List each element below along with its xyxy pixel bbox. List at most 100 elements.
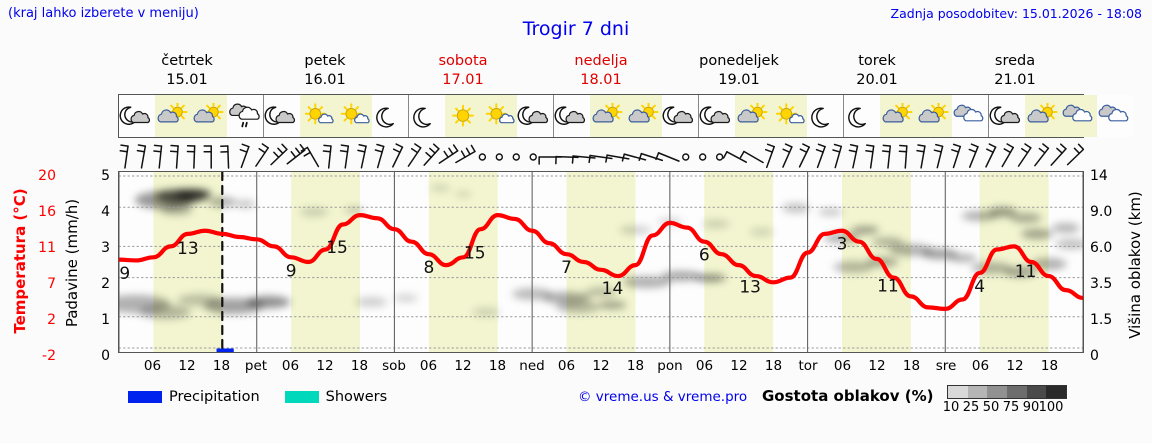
cloud-height-axis-ticks: 14 9.0 6.0 3.5 1.5 0 xyxy=(1090,164,1130,364)
temperature-label-min-5: 8 xyxy=(423,258,434,278)
day-header-7: sreda 21.01 xyxy=(946,52,1084,92)
page-title: Trogir 7 dni xyxy=(522,18,630,40)
time-tick-2: 18 xyxy=(212,358,231,374)
temperature-tick-0: 20 xyxy=(38,168,56,184)
precipitation-tick-5: 0 xyxy=(101,348,110,364)
cloud-density-scale xyxy=(947,385,1067,399)
sun-cloud-icon xyxy=(880,95,916,137)
temperature-label-max-10: 13 xyxy=(739,277,761,297)
legend-item-showers: Showers xyxy=(284,389,388,405)
precipitation-bar xyxy=(216,348,234,352)
temperature-axis-ticks: 20 16 11 7 2 -2 xyxy=(22,164,56,364)
cloud-density-scale-labels: 10 25 50 75 90 100 xyxy=(938,400,1078,418)
cloud-density-label-4: 90 xyxy=(1022,400,1040,415)
day-name: četrtek xyxy=(161,53,213,69)
time-tick-3: pet xyxy=(244,358,268,374)
time-tick-11: ned xyxy=(519,358,545,374)
cloud-density-legend-title: Gostota oblakov (%) xyxy=(762,387,934,405)
day-header-1: četrtek 15.01 xyxy=(118,52,256,92)
time-tick-15: pon xyxy=(657,358,683,374)
time-tick-5: 12 xyxy=(316,358,334,374)
cloud-icon xyxy=(952,95,988,137)
sun-smallcloud-icon xyxy=(771,95,807,137)
location-menu-note: (kraj lahko izberete v meniju) xyxy=(8,6,199,21)
temperature-tick-1: 16 xyxy=(38,204,56,220)
time-tick-21: 12 xyxy=(868,358,886,374)
temperature-label-min-9: 6 xyxy=(699,246,710,266)
time-tick-4: 06 xyxy=(281,358,300,374)
day-header-3: sobota 17.01 xyxy=(394,52,532,92)
sun-cloud-icon xyxy=(626,95,662,137)
time-tick-23: sre xyxy=(935,358,957,374)
cloud-density-step-0 xyxy=(948,386,968,398)
moon-cloud-icon xyxy=(517,95,553,137)
time-tick-19: tor xyxy=(798,358,818,374)
cloud-density-step-2 xyxy=(987,386,1008,398)
cloud-density-field xyxy=(119,185,1083,319)
showers-legend-label: Showers xyxy=(325,389,388,405)
day-date: 20.01 xyxy=(856,72,898,88)
moon-icon xyxy=(844,95,880,137)
temperature-label-min-3: 9 xyxy=(286,261,297,281)
moon-cloud-icon xyxy=(989,95,1025,137)
time-tick-24: 06 xyxy=(971,358,990,374)
cloud-height-tick-1: 9.0 xyxy=(1090,204,1113,220)
temperature-tick-5: -2 xyxy=(42,348,56,364)
cloud-height-tick-2: 6.0 xyxy=(1090,240,1113,256)
temperature-label-max-4: 15 xyxy=(326,238,348,258)
time-tick-26: 18 xyxy=(1040,358,1059,374)
sun-smallcloud-icon xyxy=(336,95,372,137)
time-axis: 06 12 18 pet 06 12 18 sob 06 12 18 ned 06 12 18 pon 06 12… xyxy=(118,356,1084,376)
legend-item-precipitation: Precipitation xyxy=(128,389,260,405)
cloud-height-tick-5: 0 xyxy=(1090,348,1099,364)
day-name: petek xyxy=(304,53,346,69)
temperature-label-min-7: 7 xyxy=(561,258,572,278)
precipitation-tick-1: 4 xyxy=(101,204,110,220)
day-date: 18.01 xyxy=(580,72,622,88)
time-tick-8: 06 xyxy=(419,358,438,374)
cloud-density-label-5: 100 xyxy=(1038,400,1064,415)
moon-icon xyxy=(372,95,408,137)
day-date: 16.01 xyxy=(304,72,346,88)
wind-barb-row xyxy=(118,139,1085,171)
sun-cloud-icon xyxy=(155,95,191,137)
temperature-label-max-8: 14 xyxy=(602,279,624,299)
temperature-tick-4: 2 xyxy=(47,312,56,328)
time-tick-0: 06 xyxy=(143,358,162,374)
moon-cloud-icon xyxy=(554,95,590,137)
weather-icon-day-5 xyxy=(699,95,844,137)
cloud-rain-icon xyxy=(227,95,263,137)
cloud-height-tick-4: 1.5 xyxy=(1090,312,1113,328)
precipitation-tick-4: 1 xyxy=(101,312,110,328)
temperature-label-max-12: 11 xyxy=(877,276,899,296)
time-tick-20: 06 xyxy=(833,358,852,374)
moon-icon xyxy=(807,95,843,137)
cloud-icon xyxy=(1097,95,1133,137)
time-tick-25: 12 xyxy=(1006,358,1024,374)
day-header-6: torek 20.01 xyxy=(808,52,946,92)
moon-cloud-icon xyxy=(699,95,735,137)
cloud-height-tick-3: 3.5 xyxy=(1090,276,1113,292)
cloud-density-label-3: 75 xyxy=(1002,400,1020,415)
temperature-label-max-2: 13 xyxy=(177,239,199,259)
meteogram-svg: 9 13 9 15 8 15 7 14 6 13 3 11 4 11 xyxy=(119,172,1083,352)
precipitation-axis-ticks: 5 4 3 2 1 0 xyxy=(88,164,110,364)
moon-icon xyxy=(409,95,445,137)
time-tick-7: sob xyxy=(382,358,406,374)
last-update-label: Zadnja posodobitev: 15.01.2026 - 18:08 xyxy=(890,6,1142,21)
sun-cloud-icon xyxy=(735,95,771,137)
temperature-label-max-14: 11 xyxy=(1015,262,1037,282)
day-date: 15.01 xyxy=(166,72,208,88)
time-tick-17: 12 xyxy=(730,358,748,374)
precipitation-swatch xyxy=(128,391,162,403)
cloud-density-step-1 xyxy=(967,386,988,398)
precipitation-tick-2: 3 xyxy=(101,240,110,256)
precipitation-legend-label: Precipitation xyxy=(169,389,260,405)
cloud-density-label-1: 25 xyxy=(962,400,980,415)
time-tick-18: 18 xyxy=(764,358,783,374)
copyright-link[interactable]: © vreme.us & vreme.pro xyxy=(578,389,748,405)
weather-icon-day-2 xyxy=(264,95,409,137)
day-date: 17.01 xyxy=(442,72,484,88)
cloud-density-step-4 xyxy=(1026,386,1047,398)
day-name: sreda xyxy=(994,53,1036,69)
